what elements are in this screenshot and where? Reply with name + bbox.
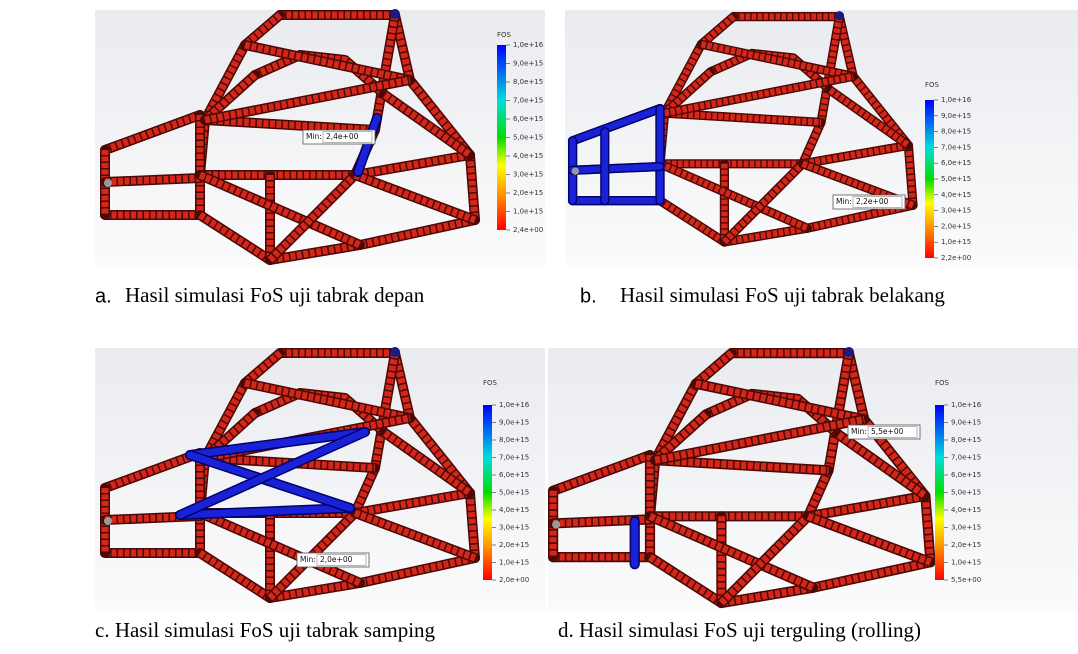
legend-label: 6,0e+15 [513, 115, 543, 123]
top-node [835, 11, 844, 20]
legend-label: 9,0e+15 [499, 419, 529, 427]
legend-label: 1,0e+16 [499, 401, 530, 409]
legend-label: 3,0e+15 [941, 207, 971, 215]
legend-title: FOS [935, 379, 950, 387]
legend-label: 5,0e+15 [941, 175, 971, 183]
legend-label: 8,0e+15 [513, 78, 543, 86]
fixture [104, 517, 112, 525]
legend-label: 9,0e+15 [941, 112, 971, 120]
caption: d. Hasil simulasi FoS uji terguling (rol… [558, 618, 921, 642]
caption-marker: a. [95, 285, 112, 307]
frame-member [105, 178, 200, 182]
legend-label: 7,0e+15 [951, 454, 981, 462]
panel-background [548, 348, 1078, 610]
legend-label: 2,0e+00 [499, 576, 529, 584]
legend-label: 9,0e+15 [513, 60, 543, 68]
top-node [844, 347, 854, 357]
legend-label: 6,0e+15 [951, 471, 981, 479]
legend-label: 2,0e+15 [941, 222, 971, 230]
min-label: Min: [836, 197, 852, 206]
min-value: 2,2e+00 [856, 197, 889, 206]
legend-label: 2,0e+15 [499, 541, 529, 549]
legend-title: FOS [925, 81, 940, 89]
legend-label: 7,0e+15 [513, 97, 543, 105]
legend-color-bar [483, 405, 492, 580]
legend-label: 8,0e+15 [951, 436, 981, 444]
top-node [390, 9, 400, 19]
legend-title: FOS [483, 379, 498, 387]
panel: FOS1,0e+16 9,0e+15 8,0e+15 7,0e+15 6,0e+15 5,… [565, 10, 1078, 307]
legend-label: 3,0e+15 [499, 524, 529, 532]
legend-label: 8,0e+15 [941, 128, 971, 136]
legend-label: 1,0e+16 [941, 96, 972, 104]
legend-label: 5,0e+15 [513, 134, 543, 142]
min-value: 2,4e+00 [326, 132, 359, 141]
high-fos-member [573, 167, 660, 171]
fixture [104, 179, 112, 187]
min-value: 2,0e+00 [320, 555, 353, 564]
top-node [390, 347, 400, 357]
legend-label: 5,0e+15 [951, 489, 981, 497]
legend-label: 2,2e+00 [941, 254, 971, 262]
legend-color-bar [935, 405, 944, 580]
legend-label: 4,0e+15 [941, 191, 971, 199]
min-label: Min: [851, 427, 867, 436]
legend-label: 7,0e+15 [941, 143, 971, 151]
legend-label: 3,0e+15 [513, 171, 543, 179]
legend-label: 5,0e+15 [499, 489, 529, 497]
legend-label: 6,0e+15 [499, 471, 529, 479]
legend-label: 1,0e+15 [513, 208, 543, 216]
min-label: Min: [300, 555, 316, 564]
fixture [552, 520, 560, 528]
legend-label: 1,0e+16 [951, 401, 982, 409]
panel: FOS1,0e+16 9,0e+15 8,0e+15 7,0e+15 6,0e+15 5,… [95, 9, 545, 307]
legend-label: 3,0e+15 [951, 524, 981, 532]
legend-color-bar [925, 100, 934, 258]
legend-label: 4,0e+15 [951, 506, 981, 514]
caption-marker: b. [580, 285, 597, 307]
caption: Hasil simulasi FoS uji tabrak belakang [620, 283, 945, 307]
fixture [572, 167, 579, 174]
panel: FOS 1,0e+16 9,0e+15 8,0e+15 7,0e+15 6,0e+15 5,… [95, 347, 545, 642]
legend-label: 4,0e+15 [499, 506, 529, 514]
legend-label: 1,0e+15 [941, 238, 971, 246]
legend-label: 5,5e+00 [951, 576, 981, 584]
legend-label: 8,0e+15 [499, 436, 529, 444]
legend-label: 7,0e+15 [499, 454, 529, 462]
legend-label: 6,0e+15 [941, 159, 971, 167]
legend-label: 2,4e+00 [513, 226, 543, 234]
caption: c. Hasil simulasi FoS uji tabrak samping [95, 618, 436, 642]
legend-label: 4,0e+15 [513, 152, 543, 160]
legend-color-bar [497, 45, 506, 230]
caption: Hasil simulasi FoS uji tabrak depan [125, 283, 425, 307]
min-label: Min: [306, 132, 322, 141]
min-value: 5,5e+00 [871, 427, 904, 436]
panel: FOS 1,0e+16 9,0e+15 8,0e+15 7,0e+15 6,0e+15 5,… [548, 347, 1078, 642]
legend-label: 9,0e+15 [951, 419, 981, 427]
legend-label: 1,0e+15 [951, 559, 981, 567]
legend-title: FOS [497, 31, 512, 39]
legend-label: 1,0e+15 [499, 559, 529, 567]
figure: FOS1,0e+169,0e+158,0e+157,0e+156,0e+155,… [0, 0, 1078, 654]
legend-label: 2,0e+15 [513, 189, 543, 197]
legend-label: 1,0e+16 [513, 41, 544, 49]
legend-label: 2,0e+15 [951, 541, 981, 549]
